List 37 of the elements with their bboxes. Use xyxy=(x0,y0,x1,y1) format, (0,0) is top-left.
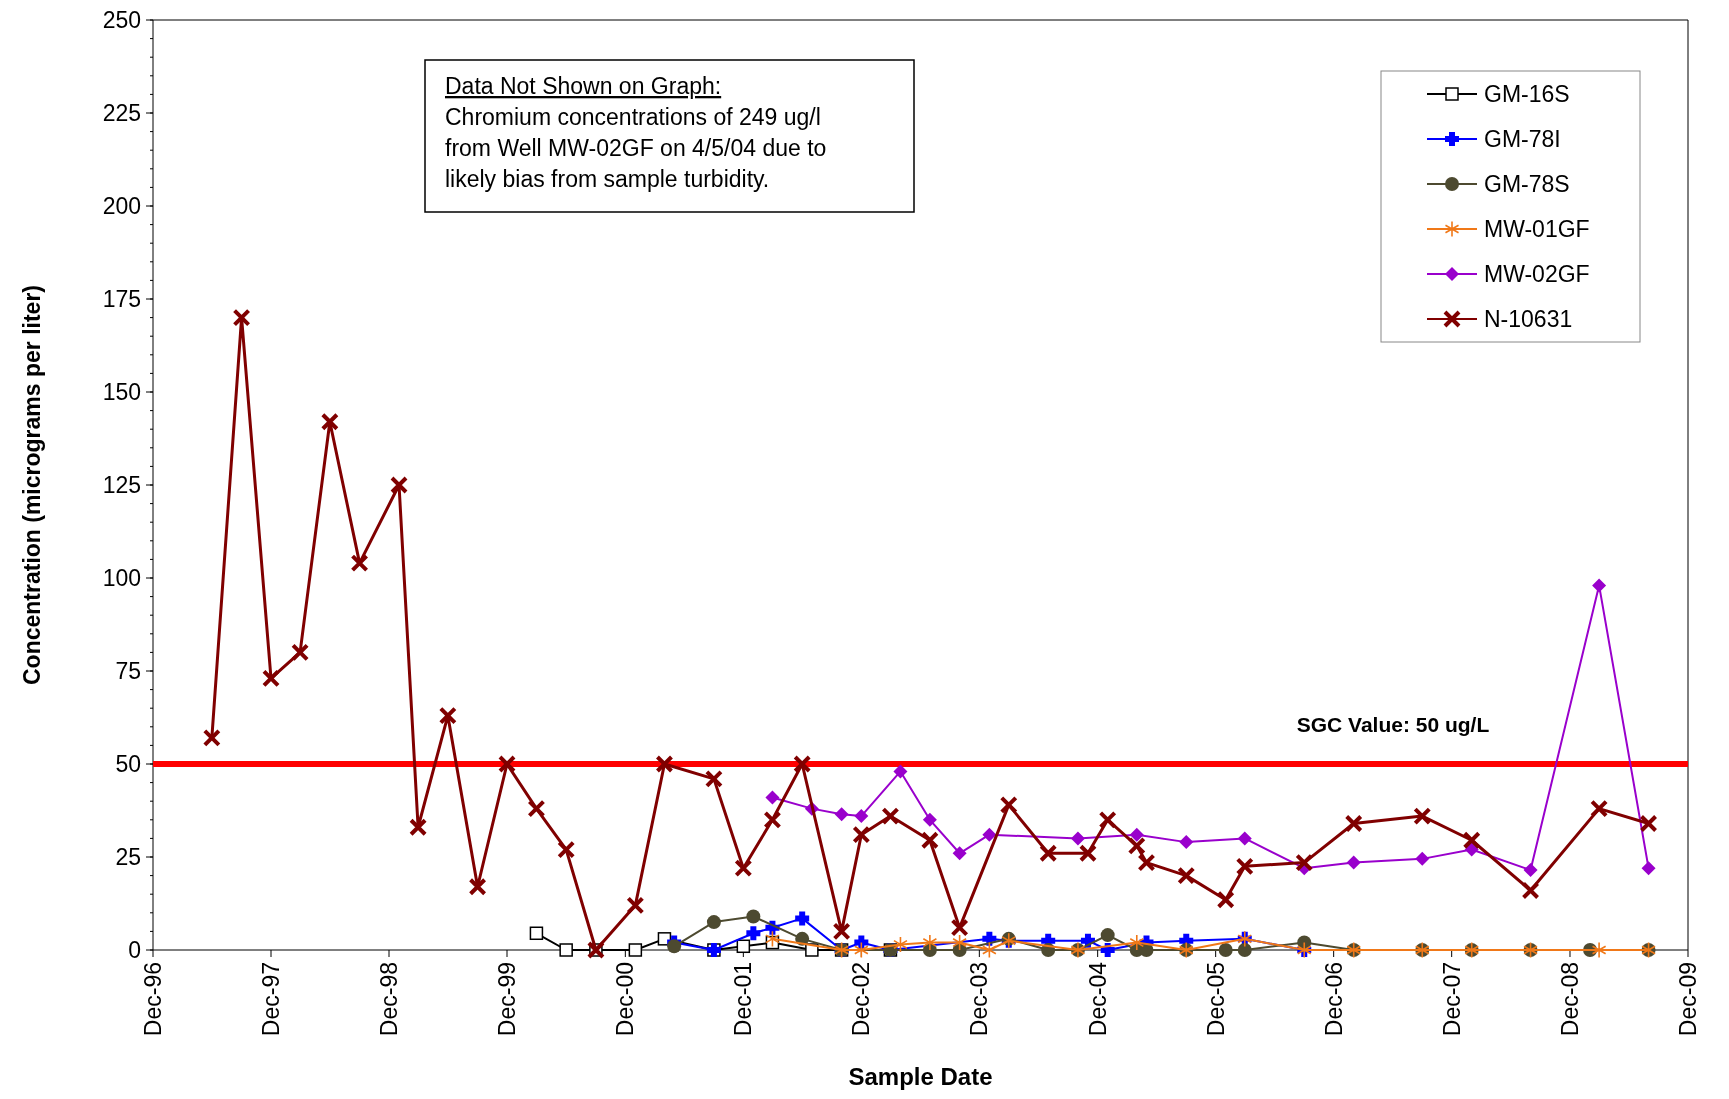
x-tick-label: Dec-97 xyxy=(258,962,285,1037)
y-tick-label: 0 xyxy=(128,937,141,964)
x-tick-label: Dec-08 xyxy=(1557,962,1584,1037)
y-tick-label: 150 xyxy=(102,379,141,406)
legend-label: MW-01GF xyxy=(1484,216,1590,243)
y-tick-label: 125 xyxy=(102,472,141,499)
x-axis-title: Sample Date xyxy=(848,1063,993,1090)
x-tick-label: Dec-03 xyxy=(966,962,993,1037)
y-tick-label: 175 xyxy=(102,286,141,313)
legend-label: N-10631 xyxy=(1484,306,1573,333)
x-tick-label: Dec-05 xyxy=(1202,962,1229,1037)
x-tick-label: Dec-04 xyxy=(1084,961,1111,1037)
y-tick-label: 50 xyxy=(115,751,141,778)
x-tick-label: Dec-06 xyxy=(1320,962,1347,1037)
legend-label: MW-02GF xyxy=(1484,261,1590,288)
y-tick-label: 200 xyxy=(102,193,141,220)
x-tick-label: Dec-07 xyxy=(1438,962,1465,1037)
y-tick-label: 100 xyxy=(102,565,141,592)
annotation: Chromium concentrations of 249 ug/l from Well MW-02GF on 4/5/04 due to likely bias from sample turbidity. xyxy=(445,104,827,192)
y-axis-title: Concentration (micrograms per liter) xyxy=(19,284,45,686)
x-tick-label: Dec-02 xyxy=(848,962,875,1037)
note-box: Data Not Shown on Graph: Chromium concentrations of 249 ug/l from Well MW-02GF on 4/5/04 due to likely bias from sample turbidity. xyxy=(424,59,915,213)
x-tick-label: Dec-99 xyxy=(494,962,521,1037)
x-tick-label: Dec-98 xyxy=(376,962,403,1037)
y-tick-label: 225 xyxy=(102,100,141,127)
y-tick-label: 25 xyxy=(115,844,141,871)
ref-line-label: SGC Value: 50 ug/L xyxy=(1296,713,1490,736)
x-tick-label: Dec-01 xyxy=(730,962,757,1037)
legend-label: GM-78I xyxy=(1484,126,1561,153)
x-tick-label: Dec-09 xyxy=(1675,962,1702,1037)
y-tick-label: 75 xyxy=(115,658,141,685)
x-tick-label: Dec-96 xyxy=(140,962,167,1037)
y-tick-label: 250 xyxy=(102,7,141,34)
legend-label: GM-78S xyxy=(1484,171,1570,198)
legend-label: GM-16S xyxy=(1484,81,1570,108)
x-tick-label: Dec-00 xyxy=(612,962,639,1037)
annotation: Data Not Shown on Graph: xyxy=(445,73,722,99)
